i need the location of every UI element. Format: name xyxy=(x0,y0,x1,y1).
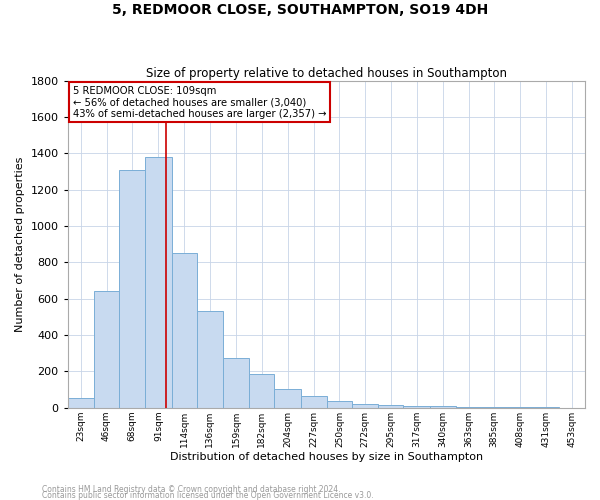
Text: 5, REDMOOR CLOSE, SOUTHAMPTON, SO19 4DH: 5, REDMOOR CLOSE, SOUTHAMPTON, SO19 4DH xyxy=(112,2,488,16)
Bar xyxy=(327,402,352,408)
Bar xyxy=(172,254,197,408)
Bar xyxy=(274,388,301,408)
Bar xyxy=(301,396,327,408)
Text: Contains HM Land Registry data © Crown copyright and database right 2024.: Contains HM Land Registry data © Crown c… xyxy=(42,484,341,494)
Title: Size of property relative to detached houses in Southampton: Size of property relative to detached ho… xyxy=(146,66,507,80)
X-axis label: Distribution of detached houses by size in Southampton: Distribution of detached houses by size … xyxy=(170,452,483,462)
Bar xyxy=(145,157,172,408)
Y-axis label: Number of detached properties: Number of detached properties xyxy=(15,156,25,332)
Bar xyxy=(94,292,119,408)
Bar xyxy=(430,406,456,408)
Text: 5 REDMOOR CLOSE: 109sqm
← 56% of detached houses are smaller (3,040)
43% of semi: 5 REDMOOR CLOSE: 109sqm ← 56% of detache… xyxy=(73,86,326,119)
Bar xyxy=(249,374,274,408)
Bar xyxy=(197,312,223,408)
Bar xyxy=(352,404,379,408)
Bar xyxy=(223,358,249,408)
Bar xyxy=(403,406,430,408)
Bar xyxy=(119,170,145,408)
Bar xyxy=(481,407,508,408)
Bar xyxy=(68,398,94,408)
Bar xyxy=(456,407,481,408)
Text: Contains public sector information licensed under the Open Government Licence v3: Contains public sector information licen… xyxy=(42,490,374,500)
Bar xyxy=(379,405,403,408)
Bar xyxy=(508,407,533,408)
